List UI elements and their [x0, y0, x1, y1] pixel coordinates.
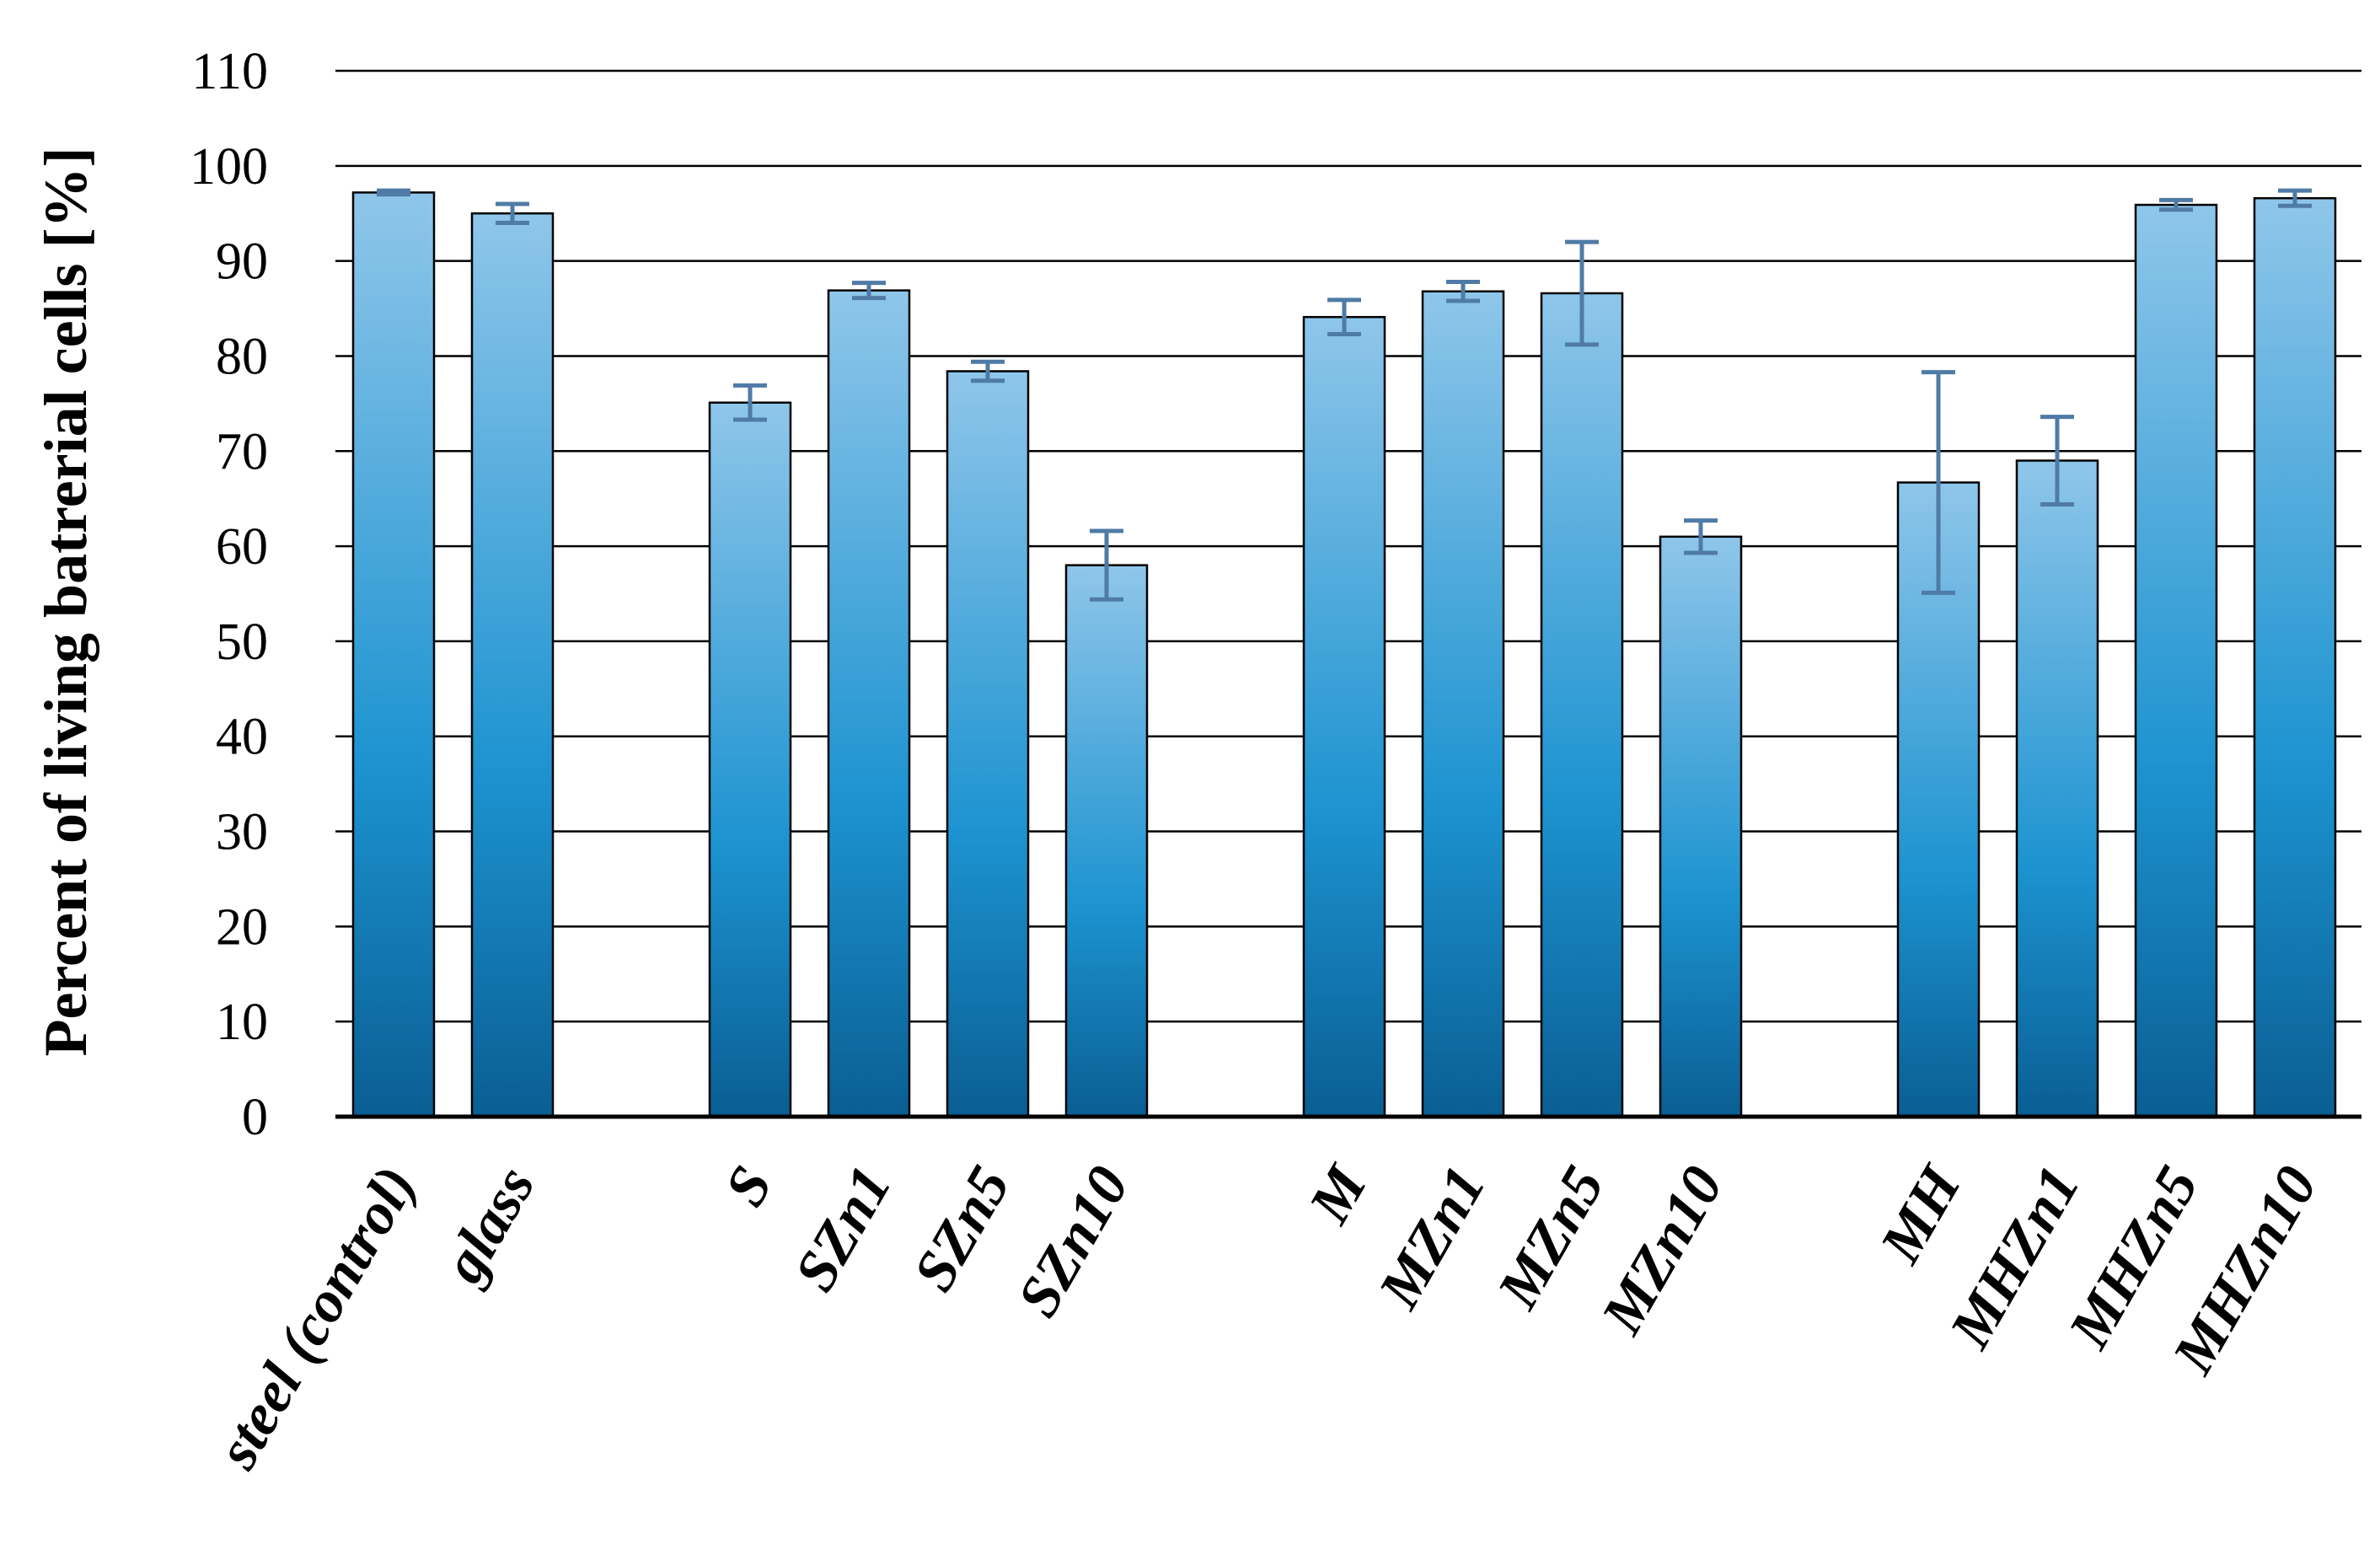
bar [1659, 535, 1743, 1118]
y-tick-label: 110 [191, 43, 268, 100]
y-tick-label: 70 [216, 423, 268, 480]
y-tick-label: 80 [216, 328, 268, 385]
y-tick-label: 50 [216, 614, 268, 671]
y-tick-labels: 0 10 20 30 40 50 60 70 80 90 100 110 [190, 43, 268, 1146]
category-label: M [1297, 1154, 1381, 1235]
category-label: MZn10 [1589, 1156, 1736, 1346]
bars [351, 191, 2337, 1118]
bar [2253, 196, 2337, 1118]
category-label: steel (control) [204, 1156, 428, 1481]
bar [1064, 564, 1149, 1118]
y-tick-label: 90 [216, 233, 268, 291]
category-label: SZn1 [782, 1156, 903, 1302]
bar [1421, 290, 1505, 1118]
bar [827, 289, 911, 1118]
bar [2134, 203, 2218, 1118]
bar [946, 370, 1030, 1118]
y-tick-label: 100 [190, 138, 268, 196]
bar [470, 212, 555, 1118]
category-label: MH [1868, 1154, 1975, 1274]
y-tick-label: 30 [216, 804, 268, 861]
y-tick-label: 10 [216, 994, 268, 1051]
bar [708, 401, 792, 1118]
y-tick-label: 20 [216, 898, 268, 956]
category-label: glass [430, 1156, 548, 1295]
category-label: S [713, 1156, 785, 1217]
bar [351, 191, 436, 1118]
y-tick-label: 40 [216, 709, 268, 766]
bar [1302, 315, 1386, 1118]
error-bars [377, 188, 2312, 602]
category-label: SZn10 [1005, 1156, 1142, 1328]
y-tick-label: 60 [216, 518, 268, 576]
category-label: SZn5 [901, 1156, 1022, 1302]
bar [2015, 459, 2099, 1118]
y-tick-label: 0 [242, 1089, 268, 1146]
category-label: MZn5 [1485, 1156, 1617, 1320]
bar [1540, 292, 1624, 1118]
y-axis-title: Percent of living batrerial cells [%] [32, 147, 99, 1056]
category-label: MZn1 [1366, 1156, 1498, 1320]
